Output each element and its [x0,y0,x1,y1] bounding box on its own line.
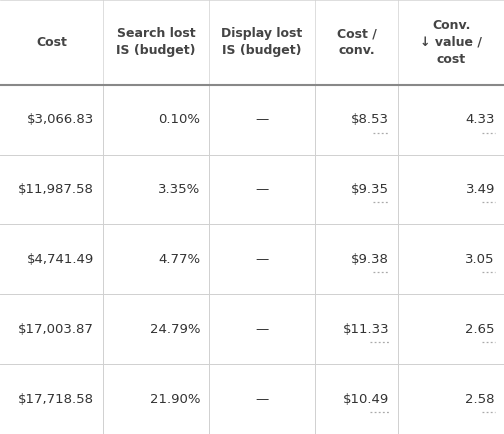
Text: 24.79%: 24.79% [150,323,200,335]
Text: Search lost
IS (budget): Search lost IS (budget) [116,27,196,57]
Text: $3,066.83: $3,066.83 [27,113,94,126]
Text: $8.53: $8.53 [351,113,389,126]
Text: —: — [256,113,269,126]
Text: —: — [256,253,269,266]
Text: $4,741.49: $4,741.49 [27,253,94,266]
Text: 0.10%: 0.10% [158,113,200,126]
Text: 4.33: 4.33 [465,113,495,126]
Text: Display lost
IS (budget): Display lost IS (budget) [221,27,303,57]
Text: $17,003.87: $17,003.87 [18,323,94,335]
Text: $11.33: $11.33 [342,323,389,335]
Text: 21.90%: 21.90% [150,393,200,405]
Text: $11,987.58: $11,987.58 [18,183,94,196]
Text: $9.38: $9.38 [351,253,389,266]
Text: —: — [256,393,269,405]
Text: Cost /
conv.: Cost / conv. [337,27,376,57]
Text: $17,718.58: $17,718.58 [18,393,94,405]
Text: $9.35: $9.35 [351,183,389,196]
Text: 2.58: 2.58 [465,393,495,405]
Text: —: — [256,183,269,196]
Text: Cost: Cost [36,36,67,49]
Text: 4.77%: 4.77% [158,253,200,266]
Text: 3.05: 3.05 [465,253,495,266]
Text: $10.49: $10.49 [343,393,389,405]
Text: 3.49: 3.49 [466,183,495,196]
Text: 3.35%: 3.35% [158,183,200,196]
Text: Conv.
↓ value /
cost: Conv. ↓ value / cost [420,19,482,66]
Text: 2.65: 2.65 [465,323,495,335]
Text: —: — [256,323,269,335]
